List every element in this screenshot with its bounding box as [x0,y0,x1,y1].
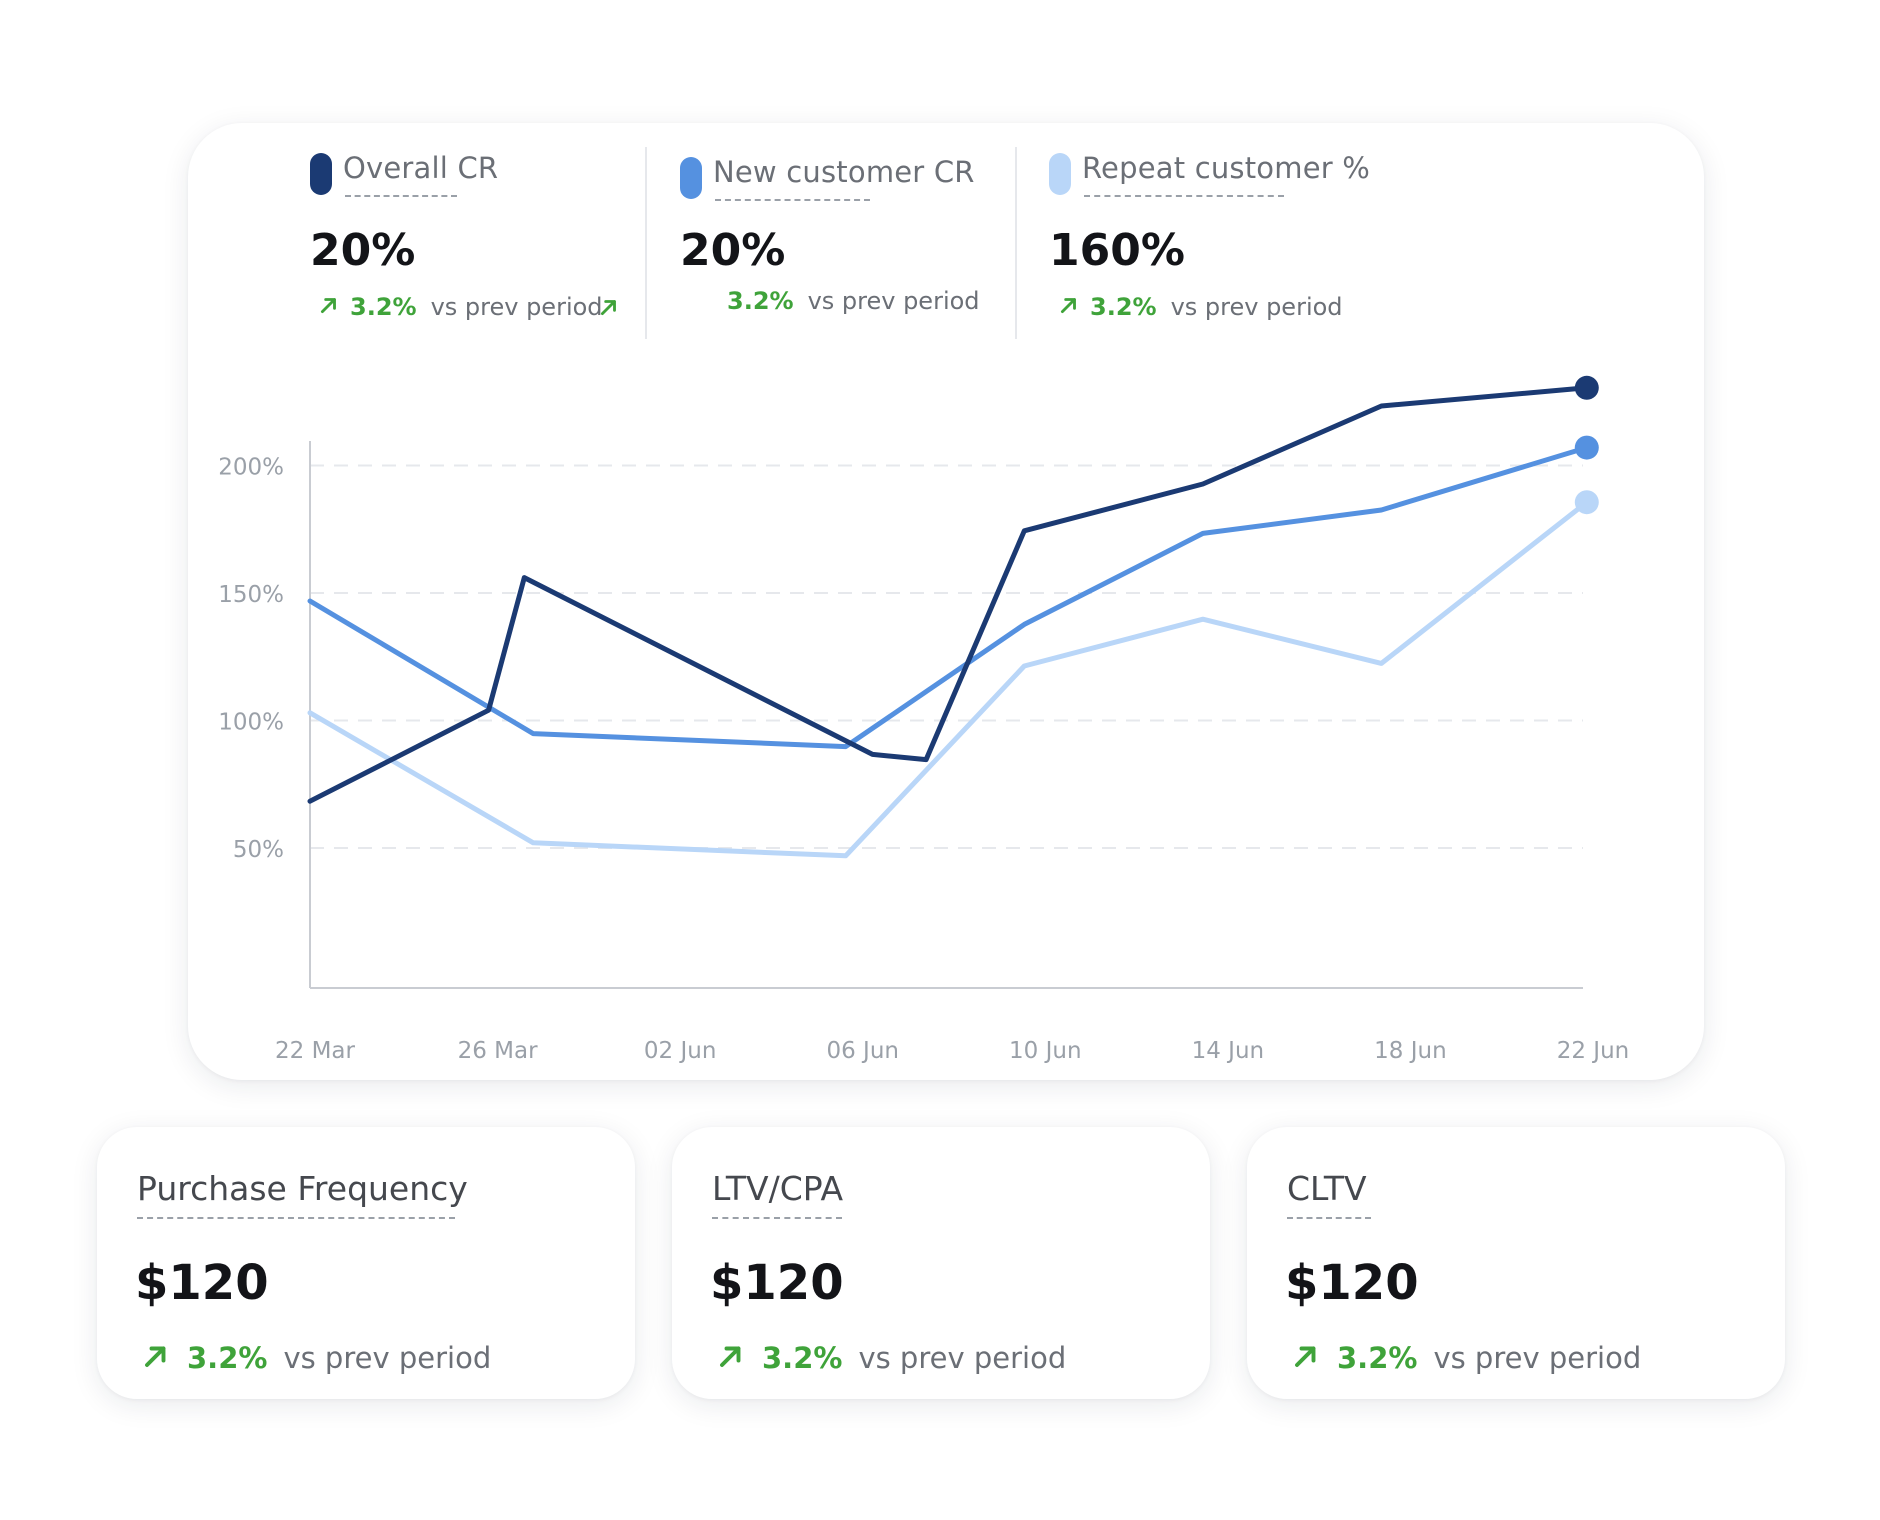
stat-title: Purchase Frequency [137,1169,468,1208]
series-end-point[interactable] [1574,490,1599,515]
metric-label: New customer CR [713,155,975,189]
metric-value: 20% [310,225,416,276]
stat-delta: 3.2% vs prev period [141,1341,491,1375]
trend-up-icon [141,1341,171,1375]
trend-up-icon [598,296,620,322]
label-underline [1084,195,1284,197]
line-chart: 50% 100% 150% 200% 22 Mar 26 Mar 02 Jun 06 Jun 1… [218,375,1630,1064]
metric-delta: 3.2% vs prev period [318,293,603,321]
trend-up-icon [716,1341,746,1375]
delta-caption: vs prev period [1433,1341,1642,1375]
stat-card-3: CLTV $120 3.2% vs prev period [1247,1127,1785,1399]
label-underline [712,1217,842,1219]
x-tick-label: 10 Jun [1009,1038,1082,1064]
legend-swatch-icon [310,153,332,195]
x-tick-label: 22 Mar [275,1038,356,1064]
x-tick-label: 22 Jun [1557,1038,1630,1064]
series-line [307,385,1590,804]
trend-up-icon [318,294,340,320]
series-end-point[interactable] [1574,375,1599,400]
stat-card-2: LTV/CPA $120 3.2% vs prev period [672,1127,1210,1399]
series-end-point[interactable] [1574,435,1599,460]
delta-percent: 3.2% [762,1341,843,1375]
stat-value: $120 [1285,1255,1419,1311]
delta-caption: vs prev period [807,287,980,315]
stat-card-1: Purchase Frequency $120 3.2% vs prev period [97,1127,635,1399]
metric-delta: 3.2% vs prev period [717,287,980,315]
stat-title: LTV/CPA [712,1169,844,1208]
y-tick-label: 100% [218,710,284,736]
label-underline [137,1217,455,1219]
x-tick-label: 26 Mar [458,1038,539,1064]
delta-percent: 3.2% [350,293,417,321]
metric-delta: 3.2% vs prev period [1058,293,1343,321]
delta-percent: 3.2% [1090,293,1157,321]
trend-up-icon [1058,294,1080,320]
label-underline [1287,1217,1371,1219]
x-tick-label: 02 Jun [644,1038,717,1064]
y-tick-label: 200% [218,455,284,481]
legend-swatch-icon [680,157,702,199]
metric-label: Overall CR [343,151,499,185]
y-tick-label: 150% [218,582,284,608]
stat-title: CLTV [1287,1169,1367,1208]
trend-up-icon [1291,1341,1321,1375]
delta-caption: vs prev period [283,1341,492,1375]
delta-caption: vs prev period [1170,293,1343,321]
stat-delta: 3.2% vs prev period [716,1341,1066,1375]
legend-swatch-icon [1049,153,1071,195]
delta-percent: 3.2% [727,287,794,315]
x-tick-label: 06 Jun [826,1038,899,1064]
metric-divider [645,147,647,339]
series-line [307,499,1590,859]
metric-label: Repeat customer % [1082,151,1371,185]
stat-delta: 3.2% vs prev period [1291,1341,1641,1375]
metric-value: 20% [680,225,786,276]
x-tick-label: 18 Jun [1374,1038,1447,1064]
label-underline [345,195,457,197]
delta-caption: vs prev period [858,1341,1067,1375]
delta-caption: vs prev period [430,293,603,321]
label-underline [715,199,870,201]
series-line [307,445,1590,750]
x-tick-label: 14 Jun [1192,1038,1265,1064]
stat-value: $120 [710,1255,844,1311]
metric-value: 160% [1049,225,1185,276]
metric-divider [1015,147,1017,339]
delta-percent: 3.2% [187,1341,268,1375]
stat-value: $120 [135,1255,269,1311]
y-tick-label: 50% [233,837,284,863]
conversion-chart-card: Overall CR 20% 3.2% vs prev period New custo… [188,123,1704,1080]
delta-percent: 3.2% [1337,1341,1418,1375]
